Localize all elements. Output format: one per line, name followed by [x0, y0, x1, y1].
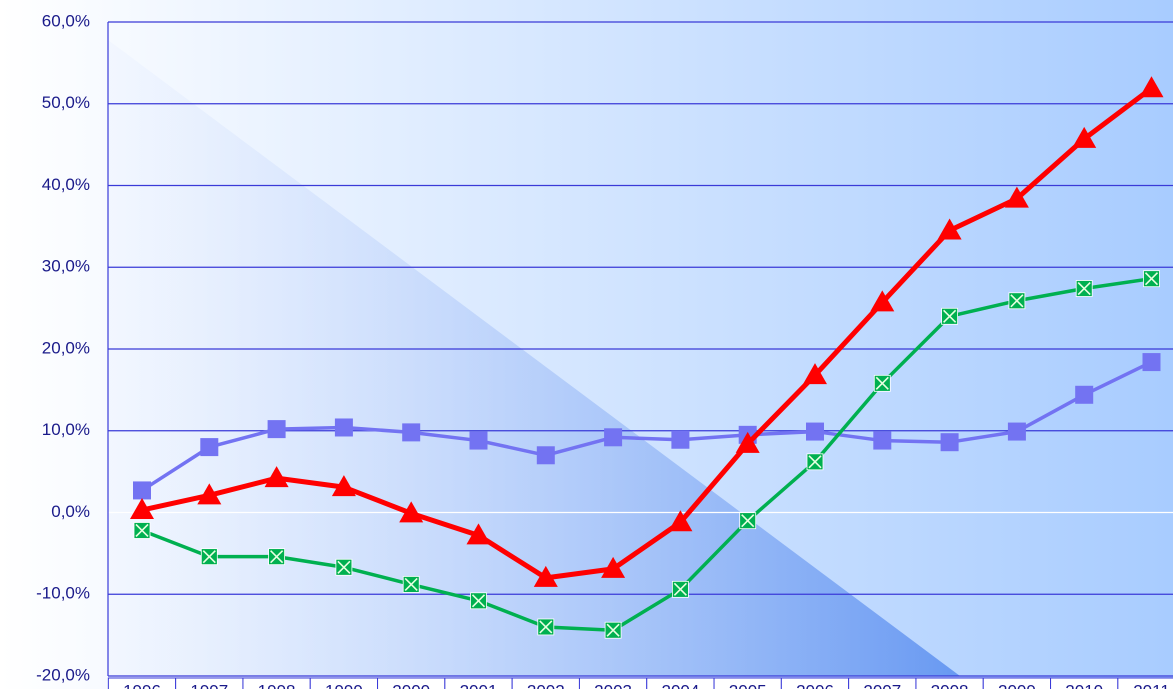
point [873, 374, 891, 392]
y-tick-label: -10,0% [36, 584, 90, 603]
x-tick-label: 1998 [258, 681, 296, 689]
y-tick-label: 0,0% [51, 502, 90, 521]
y-tick-label: 50,0% [42, 93, 90, 112]
x-tick-label: 2000 [392, 681, 430, 689]
point [130, 498, 154, 520]
point [601, 556, 626, 578]
x-tick-box [107, 677, 177, 689]
point [469, 431, 488, 450]
point [537, 618, 555, 636]
point [806, 422, 824, 441]
point [937, 218, 962, 240]
x-tick-label: 2010 [1065, 681, 1103, 689]
y-tick-label: 30,0% [42, 257, 90, 276]
x-tick-box [780, 677, 850, 689]
y-tick-label: 20,0% [42, 338, 90, 357]
point [331, 475, 356, 497]
point [1142, 353, 1161, 372]
point [873, 431, 892, 450]
x-tick-label: 2008 [931, 681, 969, 689]
point [197, 483, 222, 505]
point [604, 621, 622, 639]
series-line [141, 276, 1152, 632]
x-tick-box [646, 677, 715, 689]
point [268, 548, 286, 566]
point [200, 548, 218, 566]
x-tick-label: 2002 [527, 681, 565, 689]
y-tick-label: -20,0% [36, 665, 90, 684]
x-tick-box [578, 677, 648, 689]
x-tick-label: 1999 [325, 681, 363, 689]
point [335, 558, 353, 576]
point [739, 512, 757, 530]
x-tick-box [713, 677, 782, 689]
x-tick-box [242, 677, 311, 689]
x-tick-label: 2003 [594, 681, 632, 689]
x-tick-label: 2011 [1133, 681, 1170, 689]
point [402, 576, 420, 593]
point [1072, 126, 1097, 148]
series-line [141, 360, 1153, 492]
x-tick-box [175, 677, 244, 689]
x-tick-box [377, 677, 446, 689]
x-tick-box [982, 677, 1052, 689]
x-tick-box [511, 677, 580, 689]
point [1075, 385, 1094, 404]
point [200, 438, 219, 457]
point [470, 592, 487, 610]
x-tick-box [444, 677, 513, 689]
x-tick-label: 1997 [190, 681, 228, 689]
point [334, 418, 353, 437]
point [941, 307, 958, 325]
x-tick-box [848, 677, 917, 689]
point [806, 453, 824, 471]
point [1004, 186, 1029, 208]
point [533, 565, 558, 587]
point [1139, 76, 1164, 98]
point [604, 428, 623, 447]
point [1007, 422, 1026, 441]
point [672, 580, 689, 598]
point [803, 363, 827, 385]
x-tick-label: 2004 [661, 681, 699, 689]
x-tick-label: 2007 [863, 681, 901, 689]
point [1075, 280, 1093, 297]
point [1143, 270, 1160, 288]
x-tick-box [309, 677, 379, 689]
point [466, 523, 491, 545]
point [536, 446, 555, 465]
y-tick-label: 40,0% [42, 175, 90, 194]
point [870, 290, 895, 312]
x-tick-label: 1996 [123, 681, 161, 689]
x-tick-box [1117, 677, 1173, 689]
x-tick-label: 2005 [729, 681, 767, 689]
point [264, 466, 289, 488]
x-tick-label: 2009 [998, 681, 1036, 689]
series-line [141, 86, 1154, 581]
point [668, 510, 693, 532]
x-tick-box [1050, 677, 1119, 689]
point [267, 420, 286, 439]
point [1008, 292, 1026, 310]
x-tick-box [915, 677, 984, 689]
point [399, 501, 424, 523]
point [133, 481, 151, 500]
point [402, 423, 421, 442]
point [735, 431, 760, 453]
x-tick-label: 2006 [796, 681, 834, 689]
y-tick-label: 60,0% [42, 11, 90, 30]
point [671, 430, 690, 449]
point [133, 522, 151, 539]
x-tick-label: 2001 [460, 681, 498, 689]
point [940, 433, 959, 452]
y-tick-label: 10,0% [42, 420, 90, 439]
